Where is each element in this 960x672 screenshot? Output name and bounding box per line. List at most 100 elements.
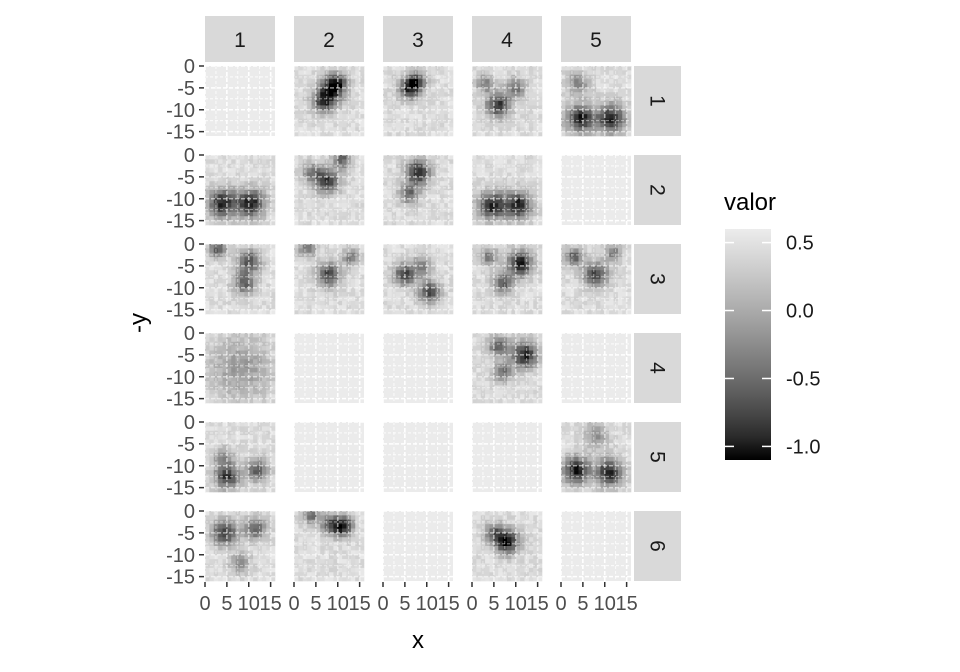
heatmap-cell [537,337,543,343]
heatmap-cell [431,198,436,204]
heatmap-cell [266,274,271,280]
heatmap-cell [574,439,579,445]
heatmap-cell [231,559,236,564]
heatmap-cell [253,155,258,160]
heatmap-cell [613,118,619,124]
heatmap-cell [578,448,584,453]
heatmap-cell [476,220,482,226]
heatmap-cell [422,181,428,186]
heatmap-cell [231,524,236,529]
heatmap-cell [209,333,215,338]
heatmap-cell [350,203,356,208]
heatmap-cell [359,261,365,267]
heatmap-cell [418,203,423,208]
heatmap-cell [515,300,521,306]
heatmap-cell [222,487,228,493]
heatmap-cell [515,244,521,249]
heatmap-cell [266,163,271,169]
heatmap-cell [329,168,334,173]
heatmap-cell [596,101,601,106]
heatmap-cell [569,305,575,310]
heatmap-cell [383,181,388,186]
heatmap-cell [218,381,223,386]
heatmap-cell [270,368,276,373]
heatmap-cell [240,389,245,395]
heatmap-cell [240,376,245,382]
heatmap-cell [350,300,356,306]
heatmap-cell [209,305,215,310]
panel-r5-c2 [293,421,364,492]
heatmap-cell [350,101,356,106]
heatmap-cell [511,168,517,173]
heatmap-cell [537,292,543,297]
heatmap-cell [418,172,423,178]
heatmap-cell [444,66,449,71]
heatmap-cell [350,109,356,115]
heatmap-cell [400,244,406,249]
heatmap-cell [222,244,228,249]
heatmap-cell [431,70,436,76]
heatmap-cell [294,122,299,128]
heatmap-cell [387,181,393,186]
heatmap-cell [604,70,610,76]
heatmap-cell [240,554,245,560]
heatmap-cell [574,287,579,293]
heatmap-cell [253,359,258,364]
heatmap-cell [350,194,356,200]
heatmap-cell [596,105,601,111]
heatmap-cell [320,127,325,132]
heatmap-cell [240,461,245,467]
heatmap-cell [476,83,482,89]
heatmap-cell [337,261,343,267]
heatmap-cell [387,270,393,275]
heatmap-cell [448,261,454,267]
heatmap-cell [240,270,245,275]
heatmap-cell [218,248,223,254]
heatmap-cell [270,478,276,484]
heatmap-cell [622,109,627,115]
heatmap-cell [270,181,276,186]
heatmap-cell [205,176,210,182]
heatmap-cell [561,439,566,445]
heatmap-cell [248,381,254,386]
heatmap-cell [320,163,325,169]
heatmap-cell [240,354,245,360]
heatmap-cell [507,333,512,338]
heatmap-cell [355,127,360,132]
heatmap-cell [400,87,406,93]
heatmap-cell [298,265,304,271]
heatmap-cell [205,426,210,432]
heatmap-cell [400,181,406,186]
heatmap-cell [253,394,258,399]
heatmap-cell [498,287,503,293]
heatmap-cell [565,483,571,488]
heatmap-cell [609,105,614,111]
heatmap-cell [476,248,482,254]
heatmap-cell [561,105,566,111]
heatmap-cell [511,309,517,315]
heatmap-cell [355,74,360,80]
heatmap-cell [248,537,254,542]
heatmap-cell [426,101,432,106]
heatmap-cell [448,159,454,165]
heatmap-cell [537,105,543,111]
heatmap-cell [231,550,236,556]
heatmap-cell [257,265,263,271]
heatmap-cell [426,211,432,217]
heatmap-cell [226,168,232,173]
heatmap-cell [507,279,512,284]
heatmap-cell [253,194,258,200]
heatmap-cell [298,114,304,119]
heatmap-cell [261,333,267,338]
heatmap-cell [248,546,254,551]
heatmap-cell [270,220,276,226]
heatmap-cell [524,265,530,271]
heatmap-cell [587,118,592,124]
heatmap-cell [600,461,606,467]
heatmap-cell [476,70,482,76]
heatmap-cell [359,257,365,262]
heatmap-cell [248,283,254,289]
heatmap-cell [270,244,276,249]
heatmap-cell [439,79,445,84]
heatmap-cell [528,257,534,262]
